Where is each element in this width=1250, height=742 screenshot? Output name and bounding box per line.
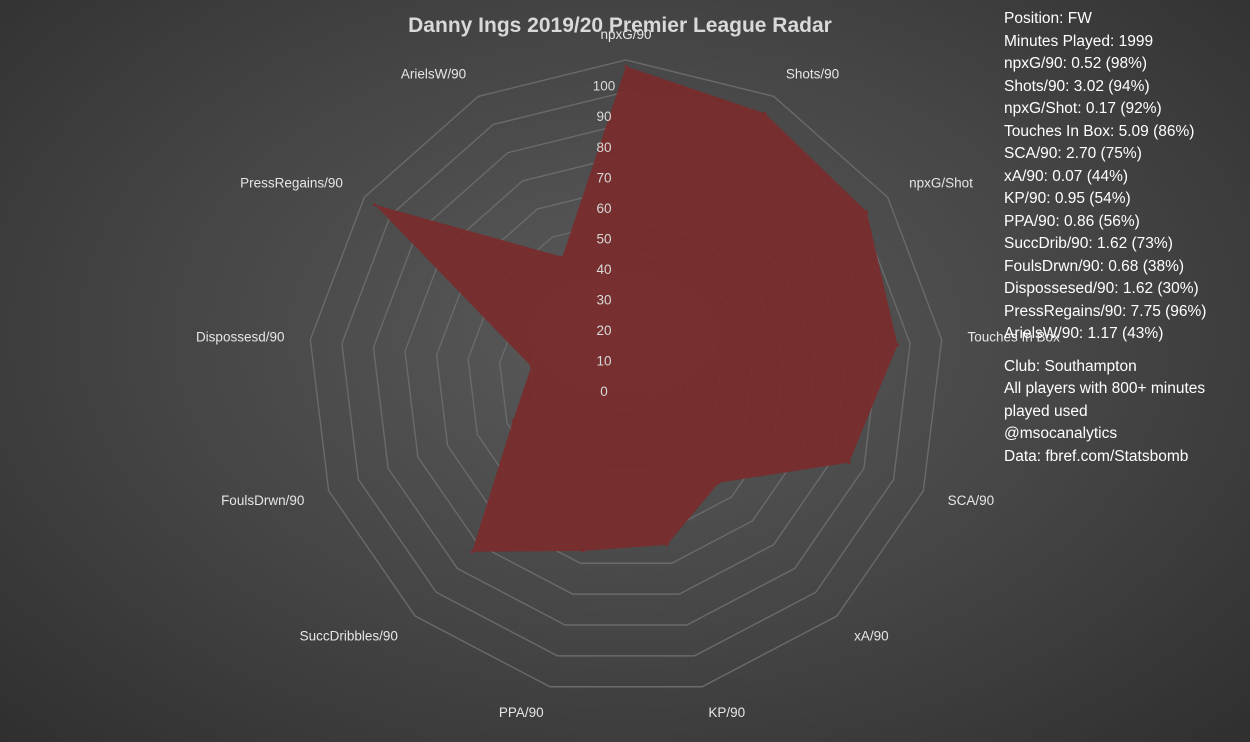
radar-point [847,461,851,465]
info-stat-succdrib: SuccDrib/90: 1.62 (73%) [1004,235,1173,252]
tick-label: 100 [593,79,616,94]
tick-label: 50 [596,231,611,246]
tick-label: 90 [596,109,611,124]
category-label: FoulsDrwn/90 [221,493,304,508]
category-label: KP/90 [708,705,745,720]
radar-point [665,543,669,547]
radar-point [511,419,515,423]
category-label: npxG/90 [600,27,651,42]
tick-label: 70 [596,170,611,185]
tick-label: 10 [596,353,611,368]
info-stat-fouls: FoulsDrwn/90: 0.68 (38%) [1004,257,1185,275]
info-club: Club: Southampton [1004,357,1137,375]
radar-point [763,111,767,115]
info-source: Data: fbref.com/Statsbomb [1004,447,1189,465]
category-label: npxG/Shot [909,176,973,191]
radar-point [470,550,474,554]
radar-point [717,481,721,485]
category-label: Touches In Box [967,330,1060,345]
radar-point [895,343,899,347]
info-stat-npxg: npxG/90: 0.52 (98%) [1004,55,1148,72]
tick-label: 60 [596,201,611,216]
tick-label: 0 [600,384,608,399]
category-label: Shots/90 [786,66,839,81]
info-stat-kp: KP/90: 0.95 (54%) [1004,190,1131,207]
category-label: SCA/90 [948,493,995,508]
info-stat-pressregains: PressRegains/90: 7.75 (96%) [1004,302,1207,320]
info-stat-aerials: ArielsW/90: 1.17 (43%) [1004,325,1164,342]
tick-label: 30 [596,292,611,307]
tick-label: 20 [596,323,611,338]
info-panel: Position: FW Minutes Played: 1999 npxG/9… [1004,8,1244,468]
info-position: Position: FW [1004,10,1092,27]
radar-point [529,365,533,369]
info-stat-ppa: PPA/90: 0.86 (56%) [1004,212,1140,230]
category-label: SuccDribbles/90 [300,628,398,643]
info-minutes: Minutes Played: 1999 [1004,32,1154,50]
info-stat-xa: xA/90: 0.07 (44%) [1004,167,1129,185]
info-note-line1: All players with 800+ minutes [1004,380,1206,397]
radar-point [560,255,564,259]
category-label: PPA/90 [499,705,544,720]
radar-series-area [374,66,898,552]
radar-point [865,210,869,214]
chart-title: Danny Ings 2019/20 Premier League Radar [408,14,832,37]
info-handle: @msocanalytics [1004,425,1118,442]
grid-ring [309,59,943,688]
info-stat-sca: SCA/90: 2.70 (75%) [1004,145,1142,162]
info-stat-shots: Shots/90: 3.02 (94%) [1004,77,1150,95]
category-label: xA/90 [854,628,889,643]
info-note-line2: played used [1004,402,1088,420]
info-stat-touches: Touches In Box: 5.09 (86%) [1004,122,1195,140]
category-label: ArielsW/90 [401,66,466,81]
tick-label: 80 [596,140,611,155]
info-stat-npxg-shot: npxG/Shot: 0.17 (92%) [1004,100,1162,117]
radar-point [373,203,377,207]
radar-point [624,64,628,68]
info-stat-dispossessed: Dispossesed/90: 1.62 (30%) [1004,280,1199,297]
category-label: Dispossesd/90 [196,330,285,345]
category-label: PressRegains/90 [240,176,343,191]
radar-point [581,549,585,553]
tick-label: 40 [596,262,611,277]
